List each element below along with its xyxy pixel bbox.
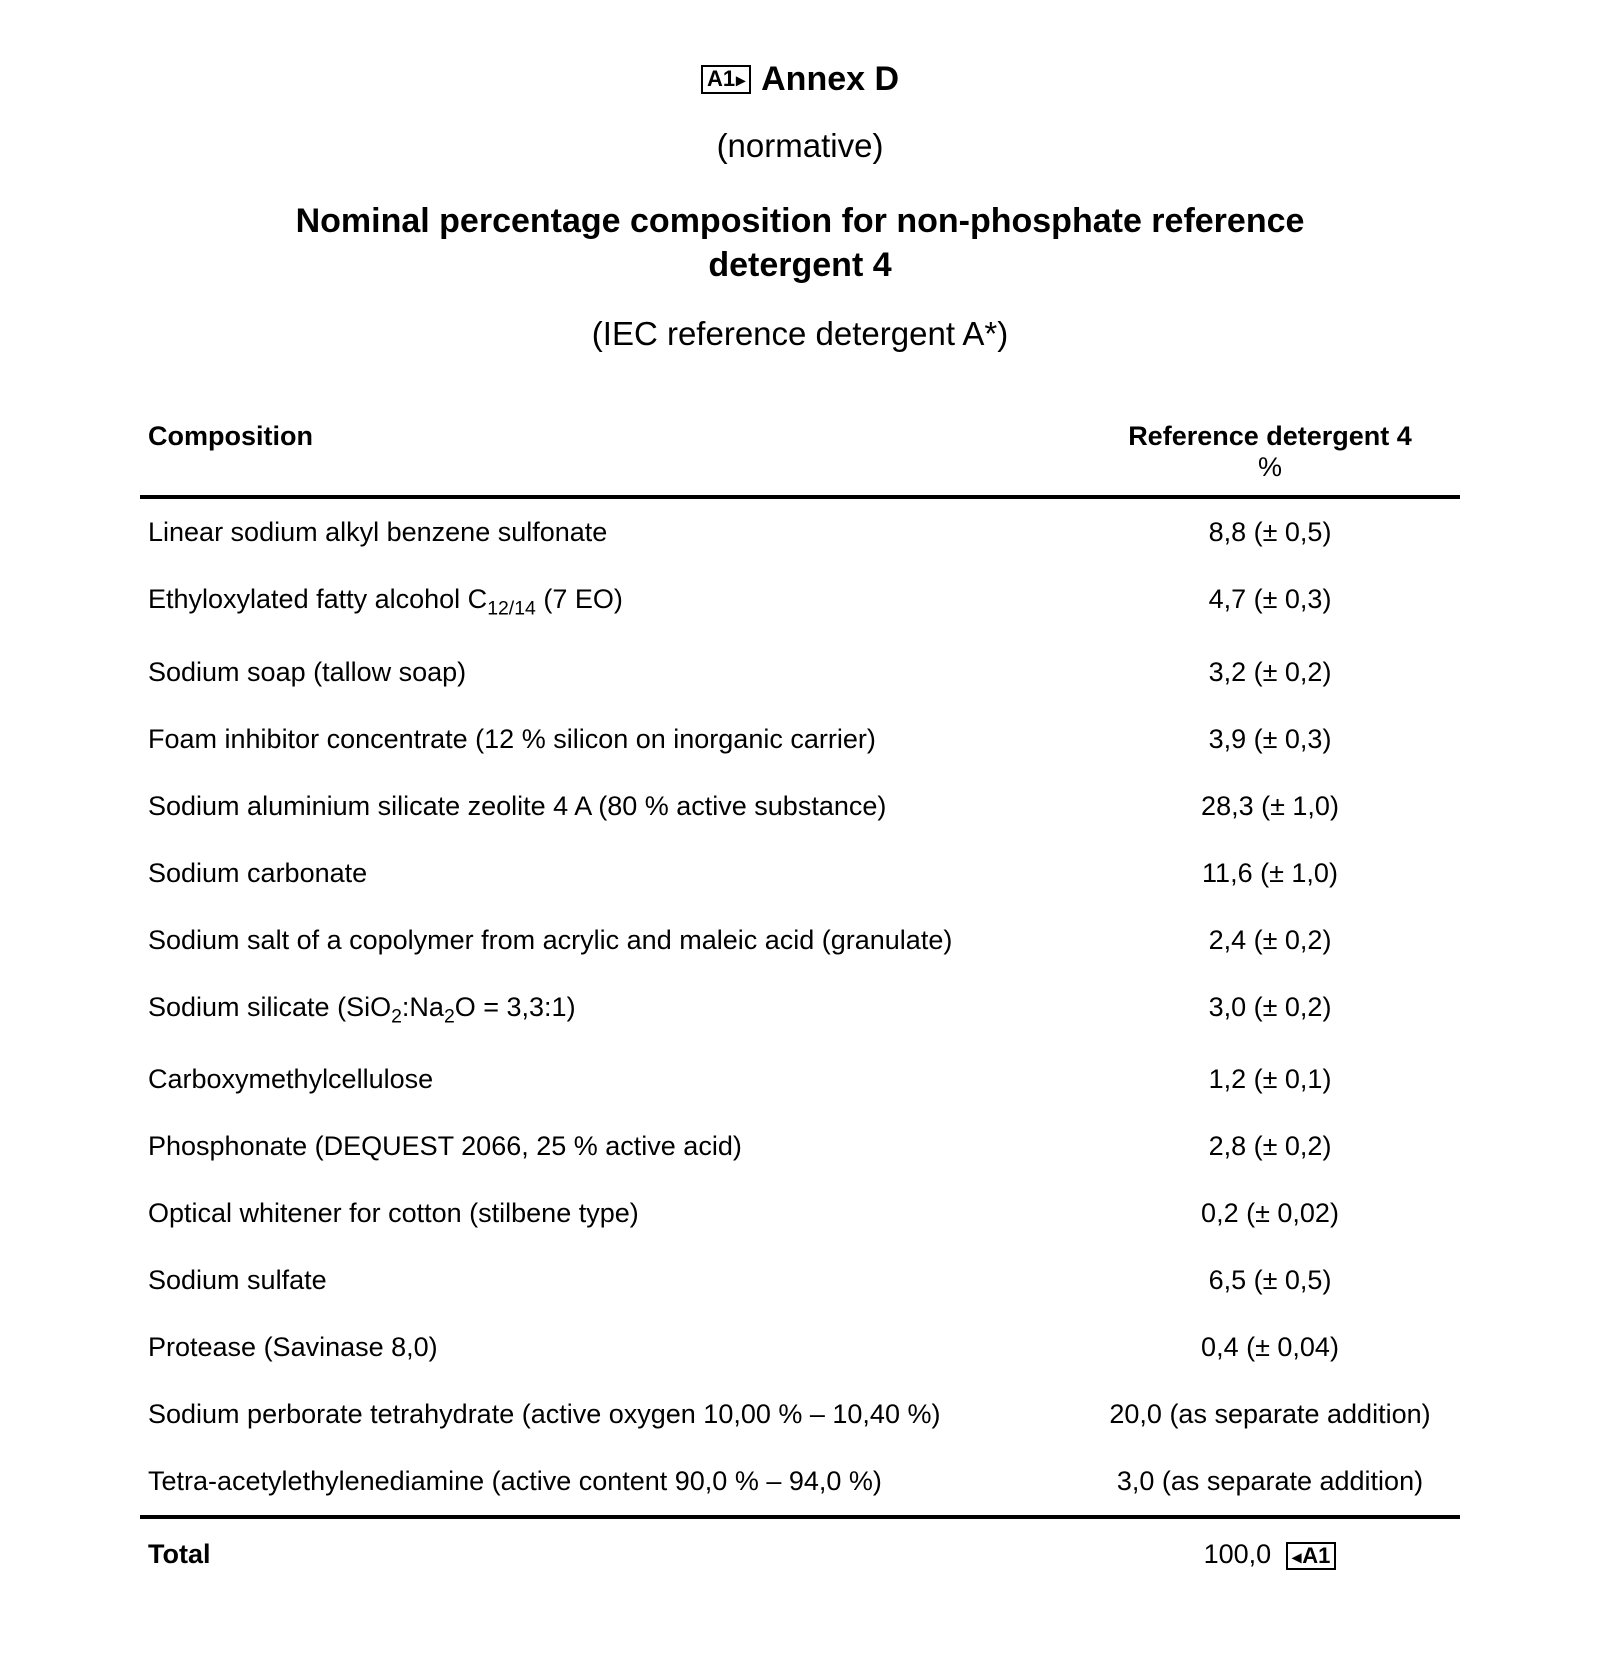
table-row: Sodium aluminium silicate zeolite 4 A (8…: [140, 773, 1460, 840]
table-row: Sodium salt of a copolymer from acrylic …: [140, 907, 1460, 974]
table-header-value-line2: %: [1088, 452, 1452, 483]
composition-name: Protease (Savinase 8,0): [140, 1314, 1080, 1381]
annotation-marker-open-icon: A1: [701, 65, 751, 93]
normative-label: (normative): [140, 127, 1460, 165]
iec-reference-label: (IEC reference detergent A*): [140, 315, 1460, 353]
composition-name: Tetra-acetylethylenediamine (active cont…: [140, 1448, 1080, 1517]
table-row: Sodium carbonate11,6 (± 1,0): [140, 840, 1460, 907]
table-total-value: 100,0 A1: [1080, 1517, 1460, 1580]
composition-name: Ethyloxylated fatty alcohol C12/14 (7 EO…: [140, 566, 1080, 638]
table-row: Foam inhibitor concentrate (12 % silicon…: [140, 706, 1460, 773]
composition-name: Sodium carbonate: [140, 840, 1080, 907]
composition-name: Sodium sulfate: [140, 1247, 1080, 1314]
composition-value: 20,0 (as separate addition): [1080, 1381, 1460, 1448]
table-row: Sodium perborate tetrahydrate (active ox…: [140, 1381, 1460, 1448]
composition-value: 3,2 (± 0,2): [1080, 639, 1460, 706]
composition-value: 0,2 (± 0,02): [1080, 1180, 1460, 1247]
table-row: Sodium soap (tallow soap)3,2 (± 0,2): [140, 639, 1460, 706]
composition-value: 4,7 (± 0,3): [1080, 566, 1460, 638]
composition-value: 3,0 (± 0,2): [1080, 974, 1460, 1046]
composition-name: Foam inhibitor concentrate (12 % silicon…: [140, 706, 1080, 773]
composition-value: 1,2 (± 0,1): [1080, 1046, 1460, 1113]
composition-value: 8,8 (± 0,5): [1080, 497, 1460, 566]
composition-table: Composition Reference detergent 4 % Line…: [140, 403, 1460, 1580]
table-row: Linear sodium alkyl benzene sulfonate8,8…: [140, 497, 1460, 566]
composition-value: 3,9 (± 0,3): [1080, 706, 1460, 773]
composition-name: Linear sodium alkyl benzene sulfonate: [140, 497, 1080, 566]
annex-title: Annex D: [761, 60, 899, 99]
annotation-marker-close-icon: A1: [1286, 1542, 1336, 1570]
composition-name: Sodium silicate (SiO2:Na2O = 3,3:1): [140, 974, 1080, 1046]
table-header-composition: Composition: [140, 403, 1080, 497]
composition-value: 2,8 (± 0,2): [1080, 1113, 1460, 1180]
table-total-label: Total: [140, 1517, 1080, 1580]
table-row: Ethyloxylated fatty alcohol C12/14 (7 EO…: [140, 566, 1460, 638]
composition-value: 0,4 (± 0,04): [1080, 1314, 1460, 1381]
table-row: Protease (Savinase 8,0)0,4 (± 0,04): [140, 1314, 1460, 1381]
composition-name: Carboxymethylcellulose: [140, 1046, 1080, 1113]
table-row: Phosphonate (DEQUEST 2066, 25 % active a…: [140, 1113, 1460, 1180]
composition-name: Sodium salt of a copolymer from acrylic …: [140, 907, 1080, 974]
table-header-value: Reference detergent 4 %: [1080, 403, 1460, 497]
composition-value: 11,6 (± 1,0): [1080, 840, 1460, 907]
table-row: Optical whitener for cotton (stilbene ty…: [140, 1180, 1460, 1247]
table-row: Sodium silicate (SiO2:Na2O = 3,3:1)3,0 (…: [140, 974, 1460, 1046]
composition-value: 2,4 (± 0,2): [1080, 907, 1460, 974]
table-row: Tetra-acetylethylenediamine (active cont…: [140, 1448, 1460, 1517]
composition-value: 6,5 (± 0,5): [1080, 1247, 1460, 1314]
composition-name: Sodium perborate tetrahydrate (active ox…: [140, 1381, 1080, 1448]
composition-name: Sodium aluminium silicate zeolite 4 A (8…: [140, 773, 1080, 840]
composition-value: 28,3 (± 1,0): [1080, 773, 1460, 840]
composition-value: 3,0 (as separate addition): [1080, 1448, 1460, 1517]
table-row: Carboxymethylcellulose1,2 (± 0,1): [140, 1046, 1460, 1113]
composition-name: Optical whitener for cotton (stilbene ty…: [140, 1180, 1080, 1247]
composition-name: Sodium soap (tallow soap): [140, 639, 1080, 706]
composition-name: Phosphonate (DEQUEST 2066, 25 % active a…: [140, 1113, 1080, 1180]
table-header-value-line1: Reference detergent 4: [1128, 421, 1412, 451]
table-row: Sodium sulfate6,5 (± 0,5): [140, 1247, 1460, 1314]
document-main-title: Nominal percentage composition for non-p…: [275, 199, 1325, 287]
